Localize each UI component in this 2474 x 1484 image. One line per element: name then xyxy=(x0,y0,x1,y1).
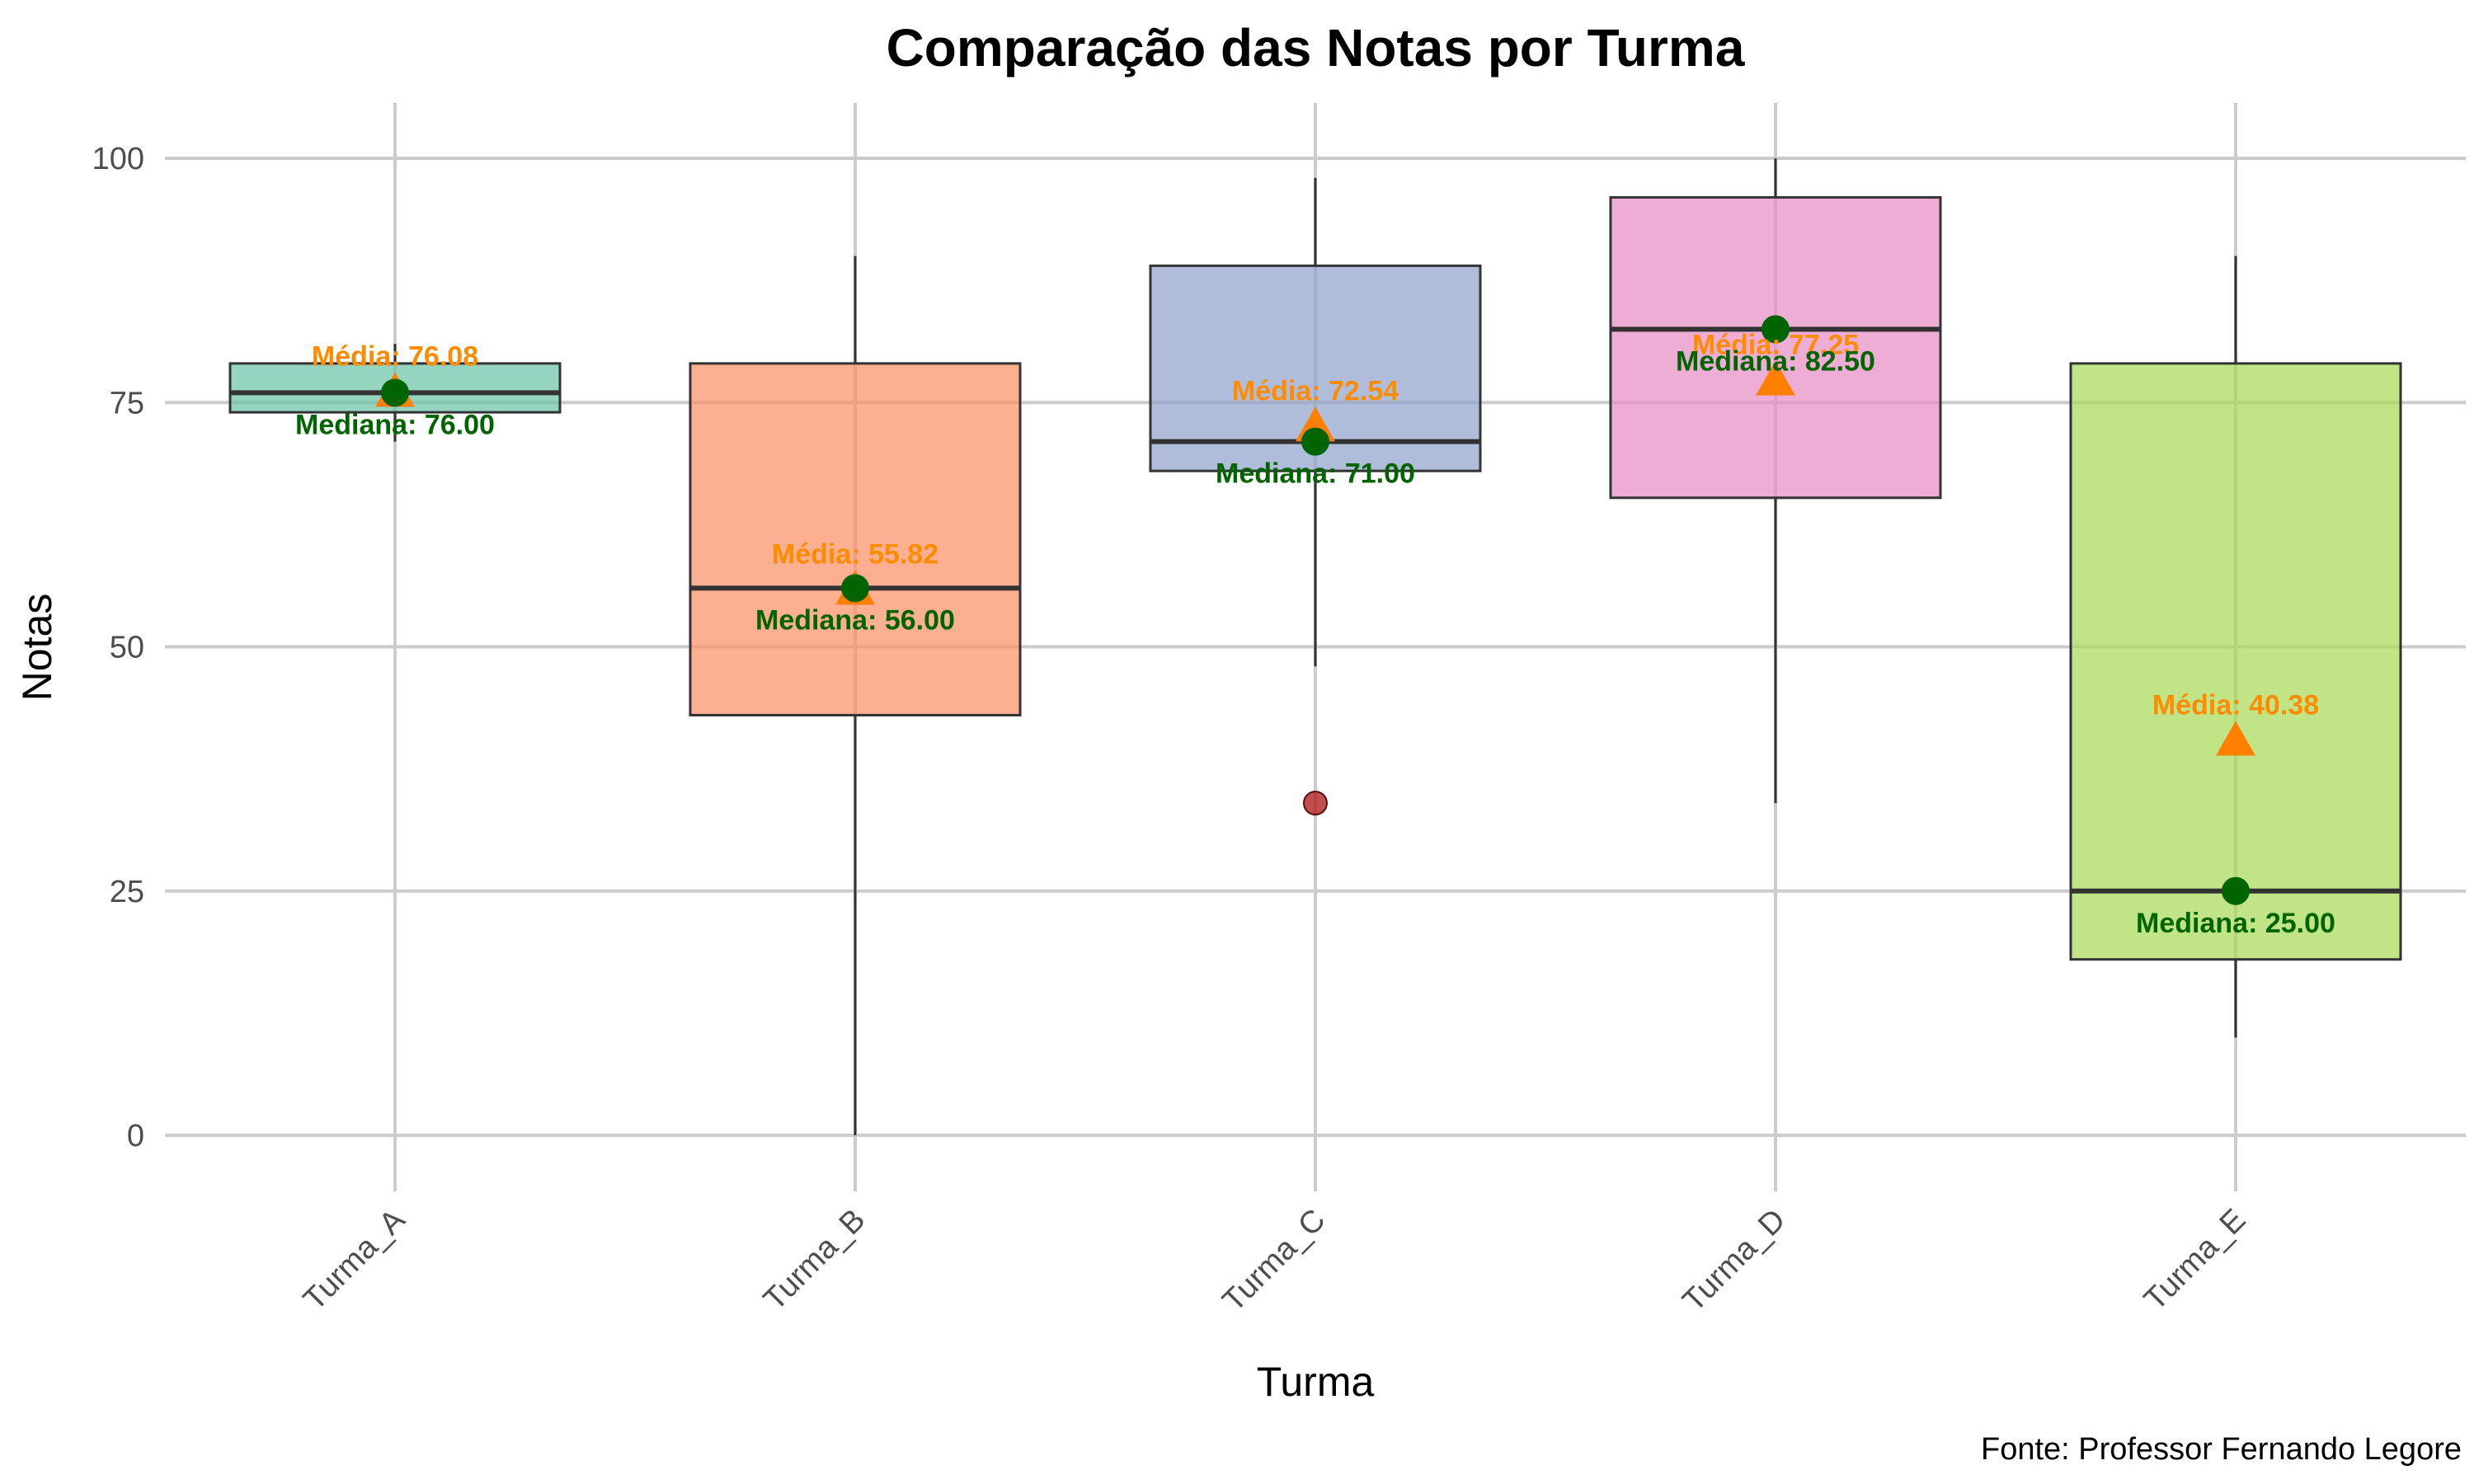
marker-layer xyxy=(375,315,2255,905)
x-axis-title: Turma xyxy=(1257,1359,1375,1405)
x-tick-label: Turma_D xyxy=(1677,1203,1793,1319)
mean-label: Média: 55.82 xyxy=(772,539,938,571)
mean-label: Média: 77.25 xyxy=(1692,330,1859,361)
box-turma-d xyxy=(1609,195,1942,500)
x-tick-label: Turma_A xyxy=(297,1202,412,1317)
box-turma-e xyxy=(2069,362,2402,961)
y-tick-label: 100 xyxy=(92,142,144,176)
x-tick-label: Turma_B xyxy=(757,1203,872,1317)
x-tick-label: Turma_C xyxy=(1216,1203,1333,1319)
median-label: Mediana: 82.50 xyxy=(1676,345,1875,377)
y-tick-label: 25 xyxy=(110,875,144,909)
median-marker xyxy=(381,378,409,407)
median-marker xyxy=(841,574,869,603)
chart-caption: Fonte: Professor Fernando Legore xyxy=(1981,1432,2462,1467)
box-turma-b xyxy=(689,362,1022,716)
label-layer: Média: 76.08 Mediana: 76.00 Média: 55.82 Me… xyxy=(295,330,2335,939)
median-label: Mediana: 25.00 xyxy=(2136,908,2335,939)
median-label: Mediana: 56.00 xyxy=(755,604,955,636)
mean-label: Média: 76.08 xyxy=(312,340,478,372)
y-axis-ticks: 0 25 50 75 100 xyxy=(92,142,144,1153)
mean-marker xyxy=(2216,721,2255,756)
median-label: Mediana: 71.00 xyxy=(1216,458,1415,490)
x-tick-label: Turma_E xyxy=(2138,1203,2252,1317)
chart-title: Comparação das Notas por Turma xyxy=(887,18,1745,77)
mean-label: Média: 72.54 xyxy=(1232,375,1399,406)
median-marker xyxy=(1301,427,1329,456)
x-axis-ticks: Turma_A Turma_B Turma_C Turma_D Turma_E xyxy=(297,1202,2252,1318)
median-marker xyxy=(1761,315,1790,344)
y-tick-label: 0 xyxy=(127,1119,144,1153)
mean-label: Média: 40.38 xyxy=(2152,689,2319,721)
y-tick-label: 75 xyxy=(110,386,144,420)
outlier-point xyxy=(1303,791,1328,816)
median-label: Mediana: 76.00 xyxy=(295,409,495,440)
mean-marker xyxy=(1756,360,1795,396)
y-axis-title: Notas xyxy=(14,594,60,702)
median-marker xyxy=(2222,876,2250,905)
y-tick-label: 50 xyxy=(110,631,144,665)
